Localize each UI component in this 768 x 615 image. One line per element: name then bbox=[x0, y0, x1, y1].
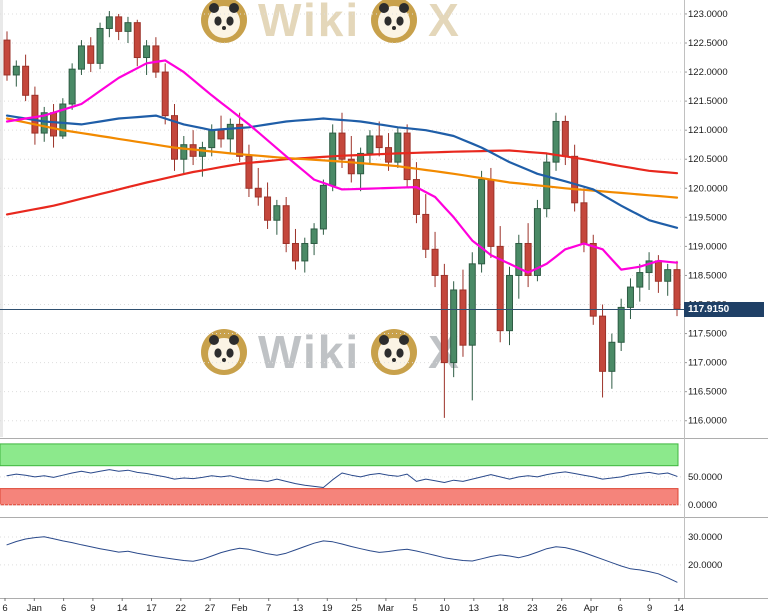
wikifx-panda-logo-icon bbox=[200, 328, 248, 376]
svg-text:30.0000: 30.0000 bbox=[688, 532, 722, 543]
current-price-tag: 117.9150 bbox=[684, 301, 764, 317]
svg-text:13: 13 bbox=[293, 603, 304, 614]
svg-text:23: 23 bbox=[527, 603, 538, 614]
svg-text:121.0000: 121.0000 bbox=[688, 125, 728, 136]
svg-text:122.5000: 122.5000 bbox=[688, 38, 728, 49]
svg-text:117.5000: 117.5000 bbox=[688, 329, 727, 340]
svg-text:19: 19 bbox=[322, 603, 333, 614]
ma-red-slow bbox=[5, 149, 679, 216]
svg-text:119.5000: 119.5000 bbox=[688, 212, 727, 223]
svg-text:17: 17 bbox=[146, 603, 157, 614]
svg-text:13: 13 bbox=[469, 603, 480, 614]
ma-blue bbox=[5, 114, 679, 229]
svg-text:120.5000: 120.5000 bbox=[688, 154, 728, 165]
svg-text:119.0000: 119.0000 bbox=[688, 241, 727, 252]
svg-text:118.5000: 118.5000 bbox=[688, 270, 727, 281]
svg-text:Mar: Mar bbox=[378, 603, 394, 614]
indicator1-panel: 50.0000 0.0000 bbox=[0, 443, 722, 511]
svg-text:7: 7 bbox=[266, 603, 271, 614]
svg-text:123.0000: 123.0000 bbox=[688, 9, 728, 20]
svg-text:14: 14 bbox=[117, 603, 128, 614]
svg-text:116.5000: 116.5000 bbox=[688, 387, 727, 398]
wikifx-panda-logo-icon bbox=[370, 328, 418, 376]
svg-text:9: 9 bbox=[647, 603, 652, 614]
svg-text:6: 6 bbox=[618, 603, 623, 614]
svg-text:0.0000: 0.0000 bbox=[688, 500, 717, 511]
svg-text:6: 6 bbox=[2, 603, 7, 614]
svg-text:120.0000: 120.0000 bbox=[688, 183, 728, 194]
svg-text:10: 10 bbox=[439, 603, 450, 614]
svg-text:25: 25 bbox=[351, 603, 362, 614]
svg-text:50.0000: 50.0000 bbox=[688, 472, 722, 483]
svg-text:5: 5 bbox=[413, 603, 418, 614]
svg-text:Apr: Apr bbox=[584, 603, 599, 614]
ma-magenta-fast bbox=[5, 59, 679, 274]
svg-text:117.0000: 117.0000 bbox=[688, 358, 727, 369]
left-edge-strip bbox=[0, 0, 3, 437]
svg-text:27: 27 bbox=[205, 603, 216, 614]
svg-text:22: 22 bbox=[176, 603, 187, 614]
svg-text:20.0000: 20.0000 bbox=[688, 560, 722, 571]
svg-text:Feb: Feb bbox=[231, 603, 247, 614]
svg-text:116.0000: 116.0000 bbox=[688, 416, 727, 427]
watermark-brand-text: Wiki bbox=[258, 326, 361, 378]
moving-averages-layer bbox=[5, 59, 679, 274]
wikifx-panda-logo-icon bbox=[370, 0, 418, 44]
indicator2-panel: 30.0000 20.0000 bbox=[0, 532, 722, 583]
ma-orange bbox=[5, 117, 679, 199]
svg-text:6: 6 bbox=[61, 603, 66, 614]
x-axis-labels: 6 Jan 6 9 14 17 22 27 Feb 7 13 19 25 Mar 5 10 13 18 23 26 Ap… bbox=[2, 598, 684, 614]
watermark-brand-text: X bbox=[428, 0, 461, 46]
watermark-top: Wiki X bbox=[200, 0, 461, 44]
candles-layer bbox=[3, 11, 681, 418]
svg-text:14: 14 bbox=[674, 603, 685, 614]
svg-text:18: 18 bbox=[498, 603, 509, 614]
svg-text:9: 9 bbox=[90, 603, 95, 614]
svg-text:122.0000: 122.0000 bbox=[688, 67, 728, 78]
svg-text:Jan: Jan bbox=[27, 603, 42, 614]
svg-text:121.5000: 121.5000 bbox=[688, 96, 728, 107]
svg-text:26: 26 bbox=[556, 603, 567, 614]
panel-separators bbox=[0, 0, 768, 599]
watermark-brand-text: Wiki bbox=[258, 0, 361, 46]
y-axis-labels: 123.0000 122.5000 122.0000 121.5000 121.0000… bbox=[684, 9, 728, 427]
watermark-center: Wiki X bbox=[200, 328, 461, 376]
